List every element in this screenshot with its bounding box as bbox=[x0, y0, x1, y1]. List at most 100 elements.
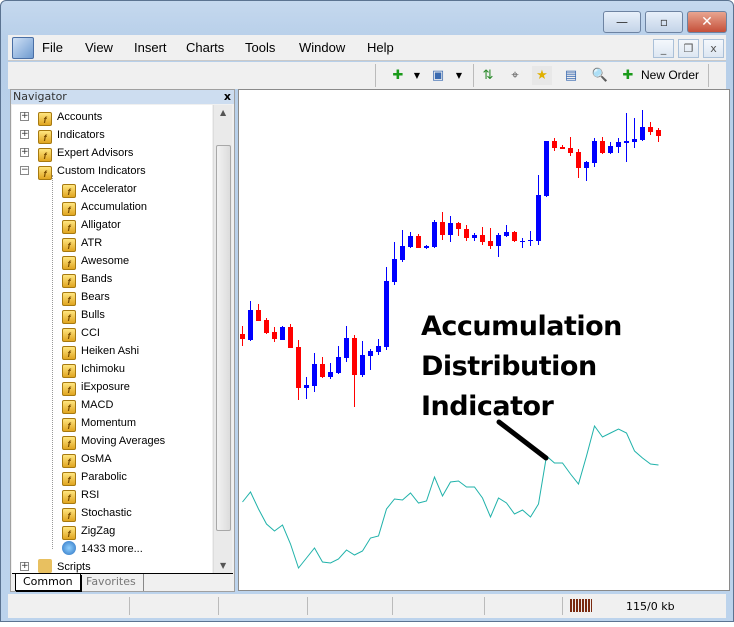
menu-window[interactable]: Window bbox=[299, 40, 346, 55]
custom-indicator-item[interactable]: f Accumulation bbox=[62, 198, 147, 216]
custom-indicator-item[interactable]: f Alligator bbox=[62, 216, 121, 234]
candle-body bbox=[472, 235, 477, 238]
expand-toggle[interactable]: + bbox=[20, 129, 29, 139]
expand-toggle[interactable]: + bbox=[20, 561, 29, 571]
custom-indicator-item[interactable]: f Parabolic bbox=[62, 468, 127, 486]
tree-item-indicators[interactable]: f Indicators bbox=[38, 126, 105, 144]
custom-indicator-icon: f bbox=[62, 472, 76, 486]
custom-indicator-item[interactable]: f Awesome bbox=[62, 252, 129, 270]
toolbar: ✚ ▼ ▣ ▼ ⇅ ⌖ ★ ▤ 🔍 ✚ New Order bbox=[8, 62, 726, 89]
profiles-icon[interactable]: ▣ bbox=[431, 68, 445, 83]
candle-body bbox=[584, 162, 589, 168]
custom-indicator-icon: f bbox=[62, 526, 76, 540]
custom-indicator-item[interactable]: f iExposure bbox=[62, 378, 130, 396]
mdi-close-button[interactable]: x bbox=[703, 39, 724, 58]
crosshair-icon[interactable]: ⌖ bbox=[511, 68, 519, 83]
custom-indicator-item[interactable]: f Ichimoku bbox=[62, 360, 125, 378]
custom-indicator-item[interactable]: f Bands bbox=[62, 270, 112, 288]
tree-item-label: Ichimoku bbox=[81, 363, 126, 375]
custom-indicator-icon: f bbox=[62, 202, 76, 216]
new-chart-icon[interactable]: ✚ bbox=[392, 68, 404, 83]
candle bbox=[544, 141, 549, 197]
dropdown-arrow-icon[interactable]: ▼ bbox=[413, 71, 421, 80]
custom-indicator-item[interactable]: f Bulls bbox=[62, 306, 105, 324]
menu-insert[interactable]: Insert bbox=[134, 40, 167, 55]
tree-line bbox=[52, 175, 53, 549]
custom-indicator-item[interactable]: f OsMA bbox=[62, 450, 112, 468]
scroll-down-icon[interactable]: ▼ bbox=[220, 561, 227, 570]
candle-body bbox=[352, 338, 357, 375]
candle-body bbox=[360, 355, 365, 375]
market-watch-icon[interactable]: ⇅ bbox=[482, 68, 494, 83]
new-order-icon[interactable]: ✚ bbox=[622, 68, 634, 83]
candle-body bbox=[536, 195, 541, 241]
minimize-button[interactable]: — bbox=[603, 11, 641, 33]
menu-bar: File View Insert Charts Tools Window Hel… bbox=[8, 35, 726, 61]
candle bbox=[312, 353, 317, 392]
tree-item-label: Indicators bbox=[57, 129, 105, 141]
candle-body bbox=[256, 310, 261, 321]
navigator-close-button[interactable]: x bbox=[223, 90, 231, 103]
candle bbox=[480, 227, 485, 245]
close-button[interactable]: ✕ bbox=[687, 11, 727, 33]
custom-indicator-item[interactable]: f Momentum bbox=[62, 414, 136, 432]
tree-item-expert-advisors[interactable]: f Expert Advisors bbox=[38, 144, 133, 162]
chart-window[interactable]: Accumulation Distribution Indicator bbox=[238, 89, 730, 591]
menu-charts[interactable]: Charts bbox=[186, 40, 225, 55]
terminal-icon[interactable]: ▤ bbox=[564, 68, 578, 83]
expand-toggle[interactable]: − bbox=[20, 165, 29, 175]
menu-help[interactable]: Help bbox=[367, 40, 394, 55]
tab-common[interactable]: Common bbox=[15, 574, 81, 591]
candle-body bbox=[384, 281, 389, 347]
custom-indicator-item[interactable]: f ZigZag bbox=[62, 522, 115, 540]
custom-indicator-item[interactable]: f ATR bbox=[62, 234, 102, 252]
tree-item-label: Accumulation bbox=[81, 201, 148, 213]
custom-indicator-item[interactable]: f Stochastic bbox=[62, 504, 132, 522]
navigator-scrollbar[interactable]: ▲ ▼ bbox=[213, 105, 232, 573]
expand-toggle[interactable]: + bbox=[20, 147, 29, 157]
custom-indicator-item[interactable]: f Heiken Ashi bbox=[62, 342, 139, 360]
mdi-restore-button[interactable]: ❐ bbox=[678, 39, 699, 58]
candle bbox=[376, 339, 381, 355]
candle-body bbox=[424, 246, 429, 248]
tree-item-scripts[interactable]: Scripts bbox=[38, 558, 91, 573]
tree-item-accounts[interactable]: f Accounts bbox=[38, 108, 102, 126]
custom-indicator-item[interactable]: f Accelerator bbox=[62, 180, 137, 198]
tab-favorites[interactable]: Favorites bbox=[79, 574, 144, 591]
chart-canvas bbox=[240, 110, 661, 570]
annotation-pointer bbox=[496, 419, 549, 461]
custom-indicator-icon: f bbox=[62, 310, 76, 324]
custom-indicator-item[interactable]: f MACD bbox=[62, 396, 113, 414]
dropdown-arrow-icon[interactable]: ▼ bbox=[455, 71, 463, 80]
scroll-up-icon[interactable]: ▲ bbox=[220, 108, 227, 117]
candle bbox=[592, 138, 597, 167]
tree-item-custom-indicators[interactable]: f Custom Indicators bbox=[38, 162, 146, 180]
custom-indicator-item[interactable]: f CCI bbox=[62, 324, 100, 342]
maximize-button[interactable]: ▫ bbox=[645, 11, 683, 33]
candle-body bbox=[560, 147, 565, 149]
candle bbox=[416, 234, 421, 248]
strategy-tester-icon[interactable]: 🔍 bbox=[591, 68, 609, 83]
menu-view[interactable]: View bbox=[85, 40, 113, 55]
mdi-minimize-button[interactable]: _ bbox=[653, 39, 674, 58]
candle bbox=[296, 340, 301, 400]
custom-indicator-icon: f bbox=[62, 292, 76, 306]
custom-indicator-item[interactable]: f RSI bbox=[62, 486, 99, 504]
custom-indicator-item[interactable]: f Bears bbox=[62, 288, 110, 306]
candle-body bbox=[488, 241, 493, 246]
navigator-icon[interactable]: ★ bbox=[532, 66, 552, 85]
custom-indicator-icon: f bbox=[62, 436, 76, 450]
candle bbox=[336, 346, 341, 374]
tree-item-label: Moving Averages bbox=[81, 435, 166, 447]
scroll-thumb[interactable] bbox=[216, 145, 231, 531]
navigator-header: Navigator x bbox=[11, 90, 234, 104]
candle-body bbox=[440, 222, 445, 235]
menu-tools[interactable]: Tools bbox=[245, 40, 276, 55]
tree-item-label: OsMA bbox=[81, 453, 112, 465]
menu-file[interactable]: File bbox=[42, 40, 63, 55]
new-order-button[interactable]: New Order bbox=[641, 68, 700, 82]
custom-indicator-item[interactable]: f Moving Averages bbox=[62, 432, 165, 450]
more-indicators-link[interactable]: 1433 more... bbox=[62, 540, 143, 558]
candle bbox=[528, 231, 533, 246]
expand-toggle[interactable]: + bbox=[20, 111, 29, 121]
